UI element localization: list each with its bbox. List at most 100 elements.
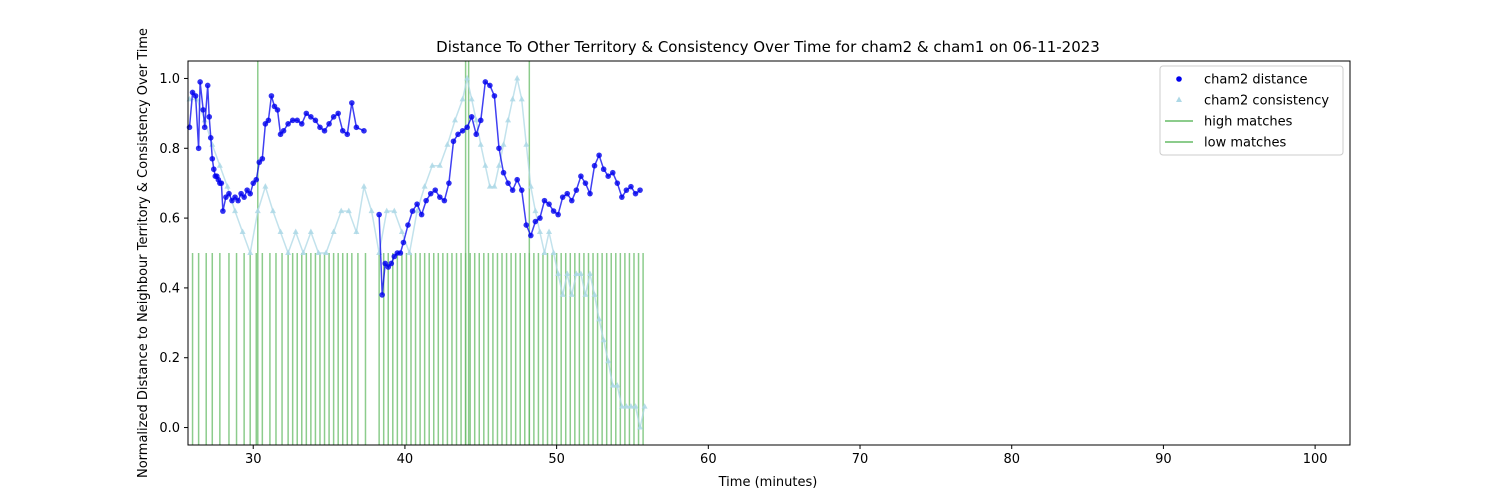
distance-point: [206, 114, 213, 120]
legend-label: low matches: [1204, 136, 1286, 151]
distance-point: [455, 131, 461, 138]
distance-point: [605, 173, 612, 179]
legend-marker-triangle: [1176, 96, 1182, 102]
distance-point: [459, 128, 466, 134]
distance-point: [285, 121, 291, 127]
distance-point: [326, 121, 332, 127]
distance-point: [582, 180, 589, 186]
consistency-point: [391, 207, 398, 214]
distance-point: [623, 187, 630, 193]
consistency-point: [353, 228, 360, 235]
consistency-point: [518, 95, 525, 102]
consistency-point: [486, 183, 493, 189]
consistency-point: [632, 403, 639, 409]
distance-point: [619, 194, 625, 200]
consistency-point: [209, 141, 216, 147]
consistency-point: [323, 249, 330, 255]
consistency-point: [614, 382, 621, 388]
distance-point: [294, 117, 301, 124]
distance-point: [397, 250, 404, 256]
distance-point: [559, 194, 566, 200]
distance-point: [568, 197, 575, 204]
consistency-point: [398, 228, 405, 235]
consistency-point: [338, 207, 345, 214]
distance-point: [427, 190, 434, 197]
distance-point: [564, 190, 571, 197]
distance-point: [321, 128, 328, 134]
distance-point: [609, 169, 616, 176]
consistency-point: [444, 141, 451, 147]
distance-point: [418, 211, 425, 218]
consistency-point: [573, 270, 580, 276]
consistency-point: [564, 270, 571, 276]
legend-label: high matches: [1204, 115, 1293, 130]
consistency-point: [421, 183, 428, 189]
y-tick-label: 0.6: [159, 212, 180, 227]
distance-point: [578, 173, 584, 179]
distance-point: [596, 152, 602, 159]
distance-point: [409, 208, 416, 214]
consistency-point: [600, 336, 607, 343]
distance-point: [280, 128, 287, 134]
consistency-point: [473, 116, 480, 123]
consistency-point: [550, 249, 557, 255]
distance-point: [446, 180, 452, 186]
distance-point: [209, 155, 216, 162]
distance-point: [312, 117, 319, 124]
distance-point: [253, 176, 260, 183]
consistency-point: [254, 207, 261, 214]
distance-point: [496, 145, 502, 152]
distance-point: [265, 117, 272, 124]
distance-point: [514, 176, 520, 183]
x-tick-label: 80: [1003, 452, 1020, 467]
distance-point: [317, 124, 323, 131]
consistency-point: [546, 228, 553, 235]
distance-point: [432, 187, 439, 193]
y-tick-label: 0.8: [159, 142, 180, 157]
distance-point: [197, 79, 203, 85]
consistency-point: [541, 249, 548, 255]
consistency-point: [523, 141, 530, 147]
consistency-point: [239, 228, 246, 235]
consistency-point: [532, 207, 539, 214]
consistency-point: [216, 162, 223, 168]
distance-point: [505, 180, 511, 186]
plot-frame: [187, 60, 1351, 446]
distance-point: [204, 82, 211, 89]
distance-point: [555, 211, 561, 218]
distance-point: [414, 201, 420, 207]
consistency-point: [307, 228, 314, 235]
distance-point: [537, 215, 543, 221]
consistency-point: [527, 183, 534, 189]
consistency-point: [429, 162, 436, 168]
consistency-point: [464, 74, 471, 81]
distance-point: [637, 187, 643, 193]
distance-point: [218, 180, 225, 186]
consistency-point: [383, 207, 390, 214]
distance-point: [308, 114, 314, 120]
distance-point: [344, 131, 351, 138]
distance-point: [379, 292, 385, 298]
consistency-point: [406, 249, 413, 255]
distance-point: [303, 110, 310, 117]
distance-point: [450, 138, 457, 145]
consistency-point: [292, 228, 299, 235]
distance-point: [482, 79, 489, 85]
consistency-point: [315, 249, 322, 255]
chart-title: Distance To Other Territory & Consistenc…: [436, 38, 1100, 56]
distance-point: [207, 135, 214, 141]
distance-point: [587, 190, 593, 197]
consistency-point: [582, 291, 589, 297]
consistency-point: [360, 183, 367, 189]
distance-point: [335, 110, 341, 117]
consistency-point: [568, 291, 575, 297]
distance-point: [500, 169, 507, 176]
consistency-point: [618, 403, 625, 409]
consistency-point: [500, 141, 507, 147]
distance-point: [361, 128, 367, 134]
distance-point: [388, 260, 395, 267]
consistency-point: [277, 228, 284, 235]
distance-point: [259, 155, 266, 162]
distance-point: [400, 239, 407, 246]
distance-point: [235, 197, 241, 204]
